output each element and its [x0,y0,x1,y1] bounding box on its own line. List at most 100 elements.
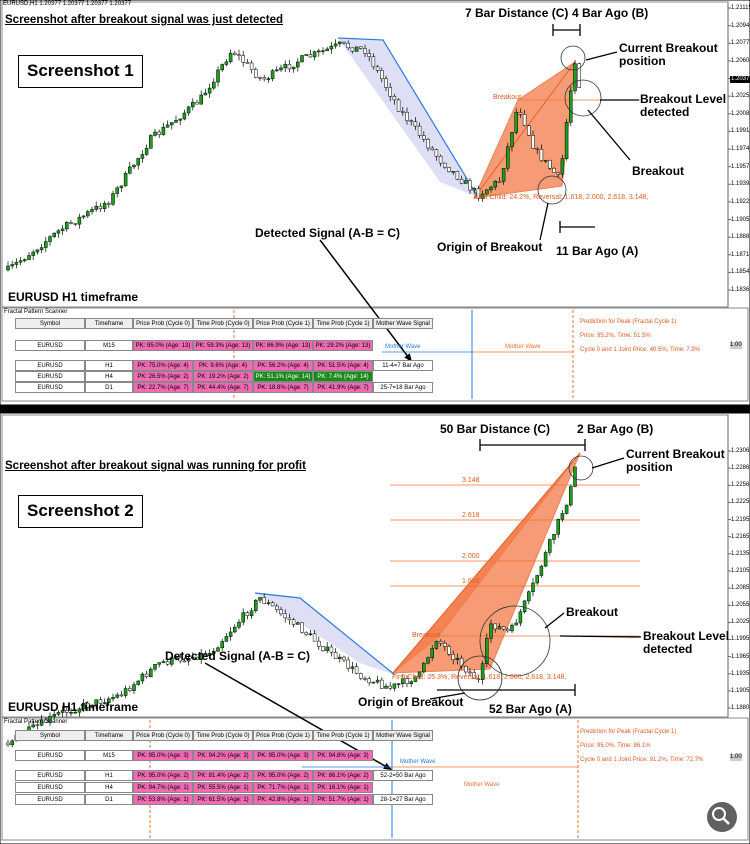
candle [174,657,178,659]
candle [363,678,367,680]
line [539,202,549,241]
candle [10,264,14,267]
probability-cell: PK: 7.4% (Age: 14) [313,371,373,382]
timeframe-cell: H1 [85,770,133,781]
highlight-circle [537,175,567,205]
candle [384,685,388,689]
candle [115,694,119,698]
candle [304,54,308,56]
price-label: 1.20255 [731,619,750,626]
line [319,239,413,363]
candle [140,154,145,159]
probability-cell: PK: 81.4% (Age: 2) [193,770,253,781]
symbol-cell: EURUSD [15,371,85,382]
column-header: Timeframe [85,318,133,329]
candle [388,87,392,97]
price-label: 1.18540 [731,269,750,276]
timeframe-cell: H1 [85,360,133,371]
candle [149,668,153,677]
candle [153,131,157,136]
price-label: 1.21115 [731,5,750,11]
probability-cell: PK: 86.9% (Age: 13) [253,340,313,351]
candle [447,646,451,655]
price-label: 1.20555 [731,602,750,609]
candle [489,623,493,639]
mother-wave-label: Mother Wave [400,759,436,765]
candle [98,699,103,704]
candle [300,55,304,63]
candle [291,66,296,70]
candle [514,622,518,626]
candle [371,681,376,684]
prediction-text: Price: 95.2%, Time: 51.5% [580,333,651,339]
timeframe-cell: D1 [85,794,133,805]
candle [296,61,300,68]
candle [279,67,283,71]
candle [52,232,56,237]
price-label: 1.19740 [731,146,750,152]
price-label: 1.22560 [731,482,750,489]
candle [44,241,48,248]
symbol-info: EURUSD,H1 1.20377 1.20377 1.20377 1.2037… [3,1,132,7]
probability-cell: PK: 19.2% (Age: 2) [193,371,253,382]
signal-cell: 25-7=18 Bar Ago [373,382,433,393]
candle [254,69,258,78]
symbol-cell: EURUSD [15,750,85,761]
candle [262,77,266,80]
probability-cell: PK: 18.8% (Age: 7) [253,382,313,393]
prediction-text: Prediction for Peak (Fractal Cycle 1) [580,729,677,735]
annotation: Origin of Breakout [437,240,543,254]
candle [241,612,245,623]
candle [388,685,392,689]
candle [220,641,224,649]
candle [380,679,384,689]
probability-cell: PK: 71.7% (Age: 1) [253,782,313,793]
line [544,612,565,629]
annotation: Breakout [632,164,685,178]
candle [350,666,355,669]
candle [170,657,174,665]
candle [501,626,506,630]
candle [275,605,279,610]
arrow-head [383,762,392,770]
candle [224,61,229,65]
price-label: 1.18710 [731,251,750,258]
candle [422,135,426,140]
candle [573,63,577,92]
probability-cell: PK: 56.2% (Age: 4) [253,360,313,371]
candle [35,724,40,727]
candle [228,631,233,637]
candle [73,711,77,714]
candle [161,126,166,135]
annotation: 7 Bar Distance (C) [465,6,569,20]
annotation: Current Breakout position [626,447,725,475]
candle [434,641,439,649]
candle [287,617,292,620]
candle [552,533,556,540]
candle [144,148,149,155]
probability-cell: PK: 26.5% (Age: 2) [133,371,193,382]
candle [153,663,157,670]
symbol-cell: EURUSD [15,360,85,371]
candle [325,48,329,52]
probability-cell: PK: 51.7% (Age: 1) [313,794,373,805]
candle [480,193,485,199]
zigzag [254,592,396,676]
candle [329,646,334,653]
candle [480,663,485,681]
candle [182,660,187,663]
candle [443,162,447,168]
candle [258,77,262,79]
candle [577,63,581,88]
candle [182,112,187,120]
candle [375,66,380,71]
candle [170,122,174,126]
candle [94,205,98,210]
candle [77,708,82,713]
candle [107,698,111,703]
candle [413,676,418,682]
candle [493,623,497,630]
candle [233,626,237,633]
candle [18,260,23,263]
candle [321,646,325,652]
